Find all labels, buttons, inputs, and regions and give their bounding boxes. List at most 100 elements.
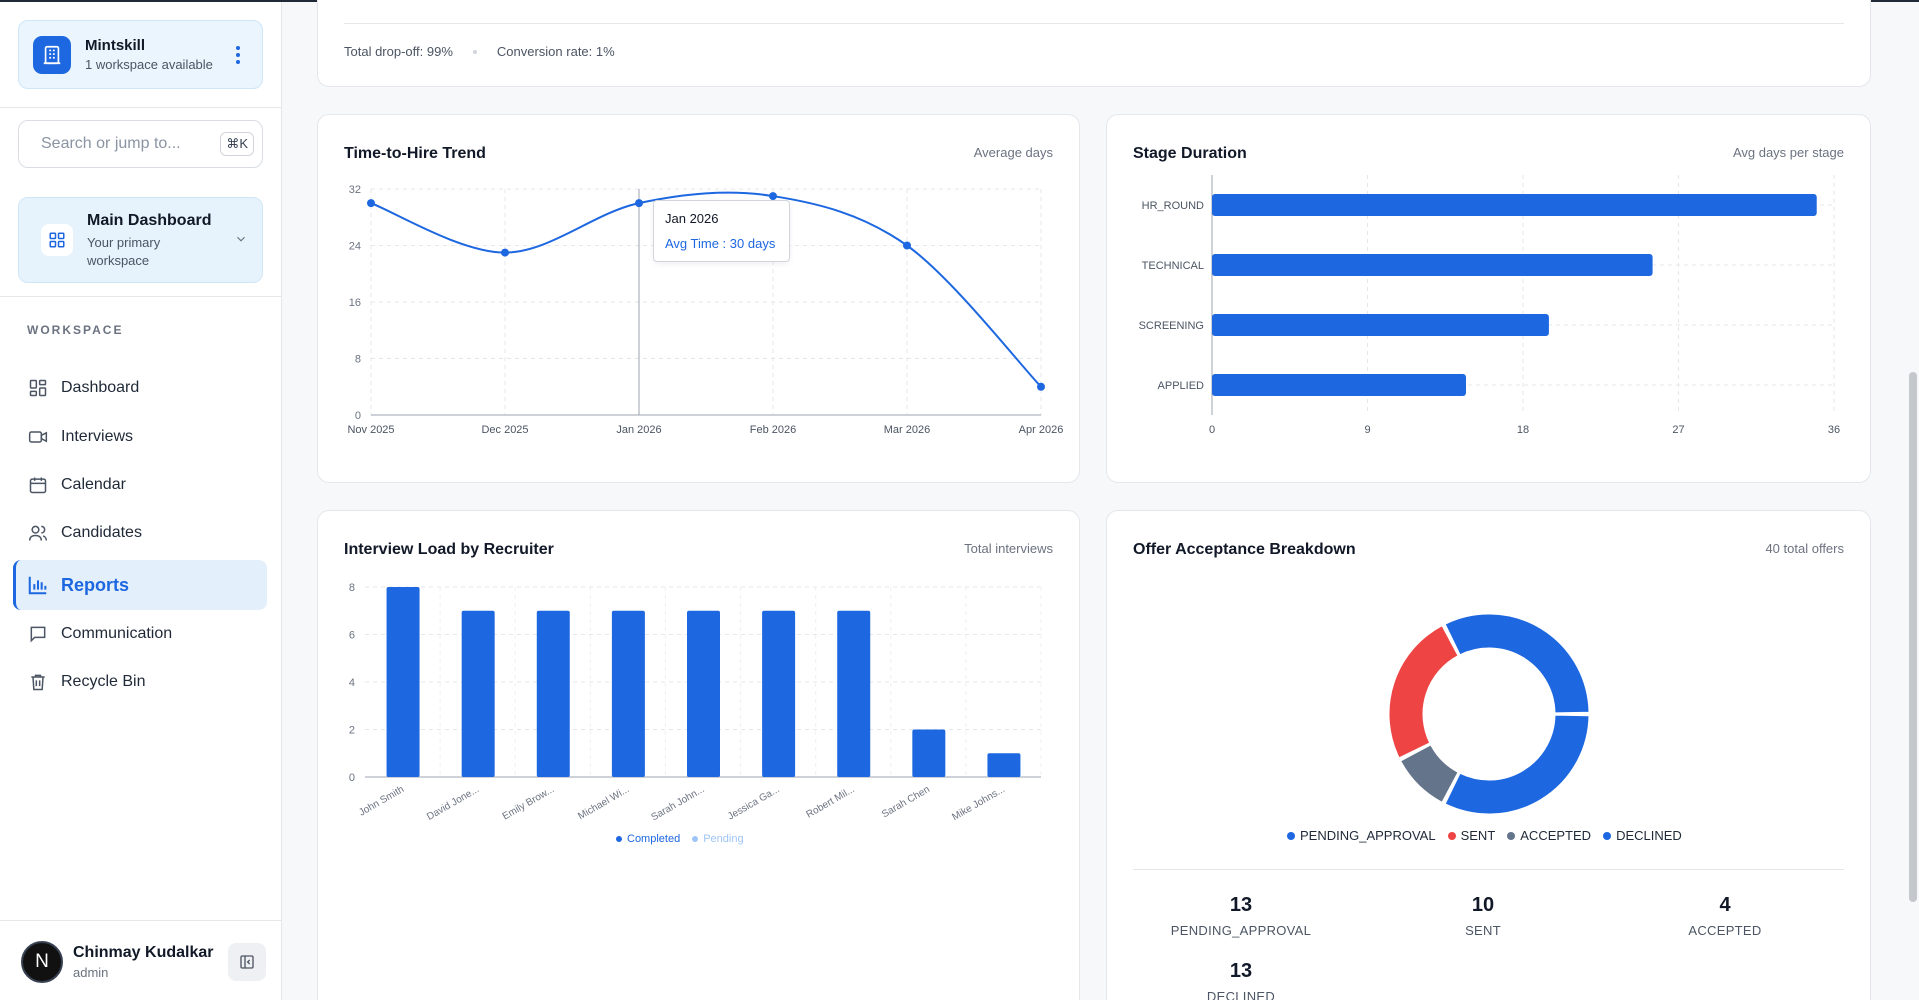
time-to-hire-chart: 0 8 16 24 32 Nov 2025 Dec 2025 Jan 2026 Feb 2026…: [347, 184, 1064, 436]
legend-label: ACCEPTED: [1520, 828, 1592, 843]
x-tick-label: Sarah Chen: [880, 784, 932, 820]
chart-subtitle: 40 total offers: [1765, 541, 1844, 556]
chevron-down-icon[interactable]: [234, 232, 248, 251]
data-point: [769, 192, 777, 201]
stat-value: 4: [1719, 894, 1731, 916]
stat-pending: 13 PENDING_APPROVAL: [1141, 894, 1341, 938]
y-tick-label: 32: [349, 184, 361, 196]
x-tick-label: David Jone...: [425, 784, 481, 823]
chart-tooltip: Jan 2026 Avg Time : 30 days: [653, 200, 790, 262]
x-tick-label: Mike Johns...: [950, 784, 1007, 823]
dashboard-subtitle: Your primary workspace: [87, 235, 161, 268]
x-tick-label: Nov 2025: [347, 424, 394, 436]
stat-declined: 13 DECLINED: [1141, 960, 1341, 1000]
data-point: [635, 199, 643, 208]
search-placeholder: Search or jump to...: [41, 135, 181, 152]
workspace-subtitle: 1 workspace available: [85, 57, 213, 72]
bar: [461, 610, 495, 777]
sidebar-item-label: Dashboard: [61, 379, 140, 396]
bar: [536, 610, 570, 777]
sidebar-item-label: Recycle Bin: [61, 673, 146, 690]
y-tick-label: 4: [349, 677, 355, 689]
y-tick-label: APPLIED: [1158, 380, 1205, 392]
chart-title: Interview Load by Recruiter: [344, 541, 554, 558]
divider: [0, 296, 282, 297]
x-tick-label: Feb 2026: [750, 424, 796, 436]
dashboard-icon: [27, 377, 49, 399]
x-tick-label: Emily Brow...: [501, 784, 557, 822]
divider: [344, 23, 1844, 24]
x-tick-label: Jessica Ga...: [726, 784, 782, 822]
x-tick-label: 18: [1517, 424, 1529, 436]
interview-load-chart: 0 2 4 6 8 John Smith David Jone... Emily Brow..…: [349, 582, 1042, 823]
legend-label: Completed: [627, 833, 681, 845]
bar-chart-icon: [27, 574, 49, 596]
sidebar-item-label: Candidates: [61, 524, 142, 541]
stat-label: ACCEPTED: [1688, 923, 1762, 938]
scrollbar[interactable]: [1909, 372, 1917, 902]
funnel-summary-card: Total drop-off: 99% Conversion rate: 1%: [317, 0, 1871, 87]
tooltip-value: Avg Time : 30 days: [665, 236, 776, 251]
bar: [762, 610, 796, 777]
legend-item: DECLINED: [1603, 828, 1682, 843]
x-tick-label: Robert Mil...: [805, 784, 857, 820]
legend-item: SENT: [1447, 828, 1495, 843]
building-icon: [33, 35, 71, 74]
collapse-sidebar-button[interactable]: [228, 942, 266, 981]
search-input[interactable]: Search or jump to... ⌘K: [18, 120, 263, 168]
more-options-icon[interactable]: [228, 45, 248, 64]
sidebar-item-label: Interviews: [61, 428, 134, 445]
user-profile[interactable]: N Chinmay Kudalkar admin: [0, 920, 282, 1000]
chart-title: Offer Acceptance Breakdown: [1133, 541, 1356, 558]
sidebar-collapse-icon: [240, 954, 254, 969]
bar: [1212, 314, 1549, 336]
x-tick-label: 27: [1672, 424, 1684, 436]
sidebar-item-dashboard[interactable]: Dashboard: [13, 364, 267, 412]
sidebar: Mintskill 1 workspace available Search o…: [0, 2, 282, 1000]
workspace-name: Mintskill: [85, 37, 146, 54]
x-tick-label: Dec 2025: [481, 424, 528, 436]
trash-icon: [27, 671, 49, 693]
stage-duration-card: Stage Duration Avg days per stage 0 9 18 27…: [1106, 114, 1871, 483]
x-tick-label: 0: [1209, 424, 1215, 436]
sidebar-item-label: Calendar: [61, 476, 126, 493]
data-point: [367, 199, 375, 208]
y-tick-label: 0: [355, 410, 361, 422]
y-tick-label: HR_ROUND: [1142, 200, 1204, 212]
y-tick-label: 6: [349, 630, 355, 642]
sidebar-item-candidates[interactable]: Candidates: [13, 509, 267, 557]
users-icon: [27, 522, 49, 544]
stat-value: 13: [1229, 960, 1253, 982]
sidebar-item-recycle-bin[interactable]: Recycle Bin: [13, 658, 267, 706]
bar: [837, 610, 871, 777]
time-to-hire-card: Time-to-Hire Trend Average days 0 8 16 24 32…: [317, 114, 1080, 483]
x-tick-label: 36: [1828, 424, 1840, 436]
bar: [611, 610, 645, 777]
workspace-switcher[interactable]: Mintskill 1 workspace available: [18, 20, 263, 89]
y-tick-label: 0: [349, 772, 355, 784]
chart-legend: PENDING_APPROVAL SENT ACCEPTED DECLINED: [1287, 828, 1682, 843]
bar: [987, 753, 1021, 777]
calendar-icon: [27, 474, 49, 496]
dashboard-switcher[interactable]: Main Dashboard Your primary workspace: [18, 197, 263, 283]
sidebar-item-reports[interactable]: Reports: [13, 560, 267, 610]
x-tick-label: Apr 2026: [1019, 424, 1064, 436]
chart-legend: Completed Pending: [616, 833, 744, 845]
interview-load-card: Interview Load by Recruiter Total interv…: [317, 510, 1080, 1000]
sidebar-item-interviews[interactable]: Interviews: [13, 413, 267, 461]
sidebar-item-communication[interactable]: Communication: [13, 610, 267, 658]
chart-title: Stage Duration: [1133, 145, 1247, 162]
data-point: [1037, 382, 1045, 391]
grid-icon: [41, 224, 73, 256]
sidebar-item-label: Communication: [61, 625, 173, 642]
series-line: [370, 191, 1042, 388]
x-tick-label: Michael Wi...: [576, 784, 631, 822]
x-tick-label: 9: [1364, 424, 1370, 436]
x-tick-label: Mar 2026: [884, 424, 930, 436]
stat-value: 13: [1229, 894, 1253, 916]
sidebar-item-calendar[interactable]: Calendar: [13, 461, 267, 509]
chart-title: Time-to-Hire Trend: [344, 145, 486, 162]
pie-slice: [1444, 714, 1590, 815]
sidebar-item-label: Reports: [61, 574, 130, 595]
dashboard-title: Main Dashboard: [87, 212, 212, 229]
